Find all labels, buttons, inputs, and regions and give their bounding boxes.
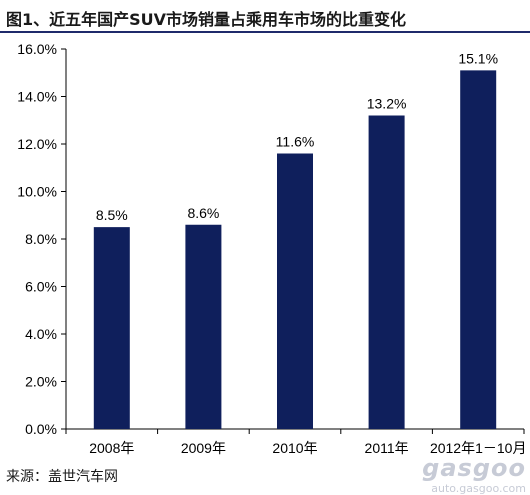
y-tick-label: 4.0% [25,326,57,342]
bar-value-label: 11.6% [276,134,315,150]
x-tick-label: 2010年 [272,440,317,456]
bar [460,70,497,429]
bar [93,227,130,429]
y-axis: 0.0% 2.0% 4.0% 6.0% 8.0% 10.0% 12.0% 14.0% 16.0% [17,41,67,437]
bar-value-label: 8.6% [187,205,219,221]
data-labels: 8.5% 8.6% 11.6% 13.2% 15.1% [96,50,498,223]
x-tick-label: 2008年 [89,440,134,456]
y-tick-label: 2.0% [25,374,57,390]
watermark-logo: gasgoo [422,454,526,482]
source-note: 来源：盖世汽车网 [6,469,118,485]
watermark: gasgoo auto.gasgoo.com [422,454,526,495]
x-axis: 2008年 2009年 2010年 2011年 2012年1－10月 [65,428,527,456]
x-tick-label: 2012年1－10月 [430,440,527,456]
bar [185,224,222,429]
x-tick-label: 2009年 [181,440,226,456]
bar [368,115,405,429]
watermark-url: auto.gasgoo.com [431,482,526,495]
y-tick-label: 12.0% [17,136,57,152]
y-tick-label: 8.0% [25,231,57,247]
chart-title: 图1、近五年国产SUV市场销量占乘用车市场的比重变化 [6,10,407,29]
bars [93,70,497,429]
y-tick-label: 16.0% [17,41,57,57]
y-tick-label: 10.0% [17,184,57,200]
y-tick-label: 6.0% [25,279,57,295]
bar-value-label: 13.2% [367,96,407,112]
bar-value-label: 15.1% [458,50,498,66]
x-tick-label: 2011年 [365,440,409,456]
bar-value-label: 8.5% [96,207,128,223]
bar [277,153,313,429]
title-underline [0,31,530,33]
y-tick-label: 0.0% [25,421,57,437]
y-tick-label: 14.0% [17,89,57,105]
